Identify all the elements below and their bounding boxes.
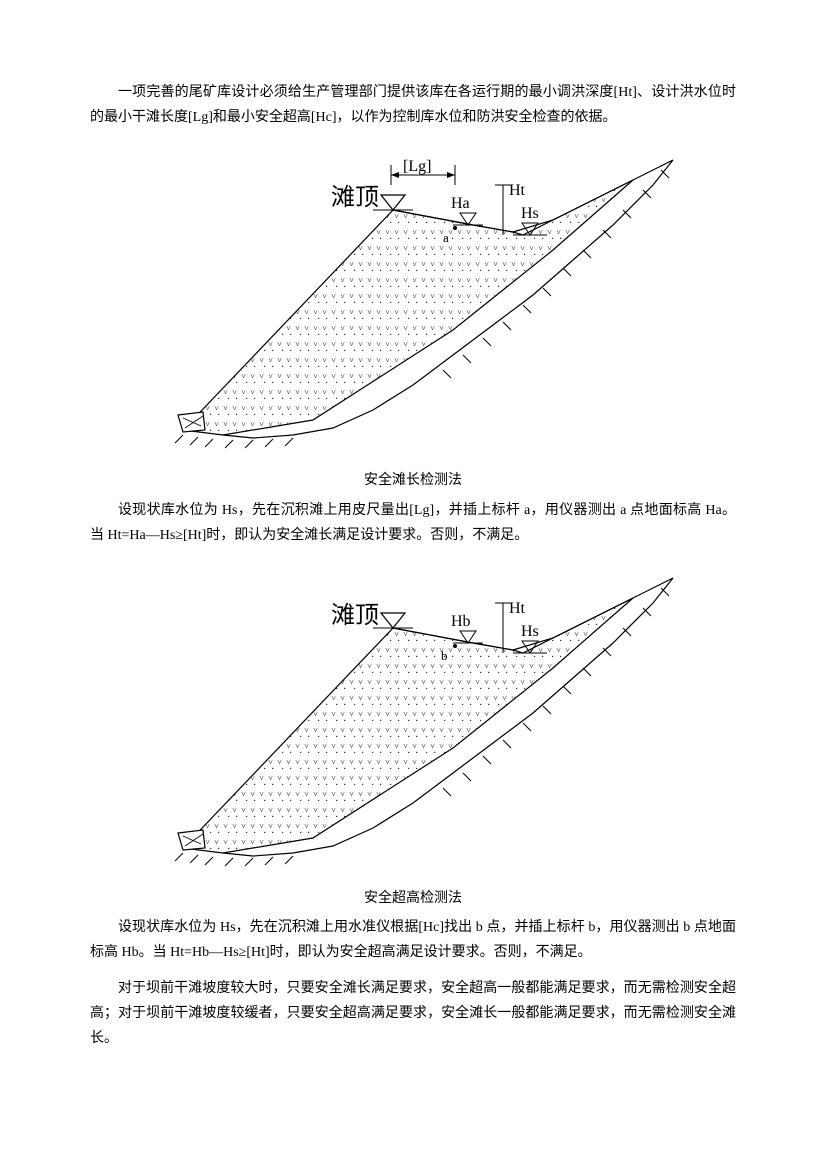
intro-paragraph: 一项完善的尾矿库设计必须给生产管理部门提供该库在各运行期的最小调洪深度[Ht]、… bbox=[90, 80, 736, 130]
label-hb: Hb bbox=[451, 613, 471, 630]
label-crest-1: 滩顶 bbox=[331, 184, 379, 211]
para3: 设现状库水位为 Hs，先在沉积滩上用水准仪根据[Hc]找出 b 点，并插上标杆 … bbox=[90, 915, 736, 965]
label-hs-2: Hs bbox=[521, 623, 539, 640]
figure1-title: 安全滩长检测法 bbox=[90, 468, 736, 493]
diagram-2: · · ˅ ˅ bbox=[133, 568, 693, 878]
label-lg: [Lg] bbox=[403, 158, 431, 175]
label-ht-2: Ht bbox=[509, 600, 526, 617]
para2: 设现状库水位为 Hs，先在沉积滩上用皮尺量出[Lg]，并插上标杆 a，用仪器测出… bbox=[90, 498, 736, 548]
label-point-b: b bbox=[441, 648, 448, 663]
para4: 对于坝前干滩坡度较大时，只要安全滩长满足要求，安全超高一般都能满足要求，而无需检… bbox=[90, 976, 736, 1052]
label-crest-2: 滩顶 bbox=[331, 602, 379, 629]
label-hs-1: Hs bbox=[521, 205, 539, 222]
figure2-title: 安全超高检测法 bbox=[90, 886, 736, 911]
label-point-a: a bbox=[443, 230, 449, 245]
label-ha: Ha bbox=[451, 195, 470, 212]
diagram-1: · · ˅ ˅ bbox=[133, 150, 693, 460]
label-ht-1: Ht bbox=[509, 182, 526, 199]
